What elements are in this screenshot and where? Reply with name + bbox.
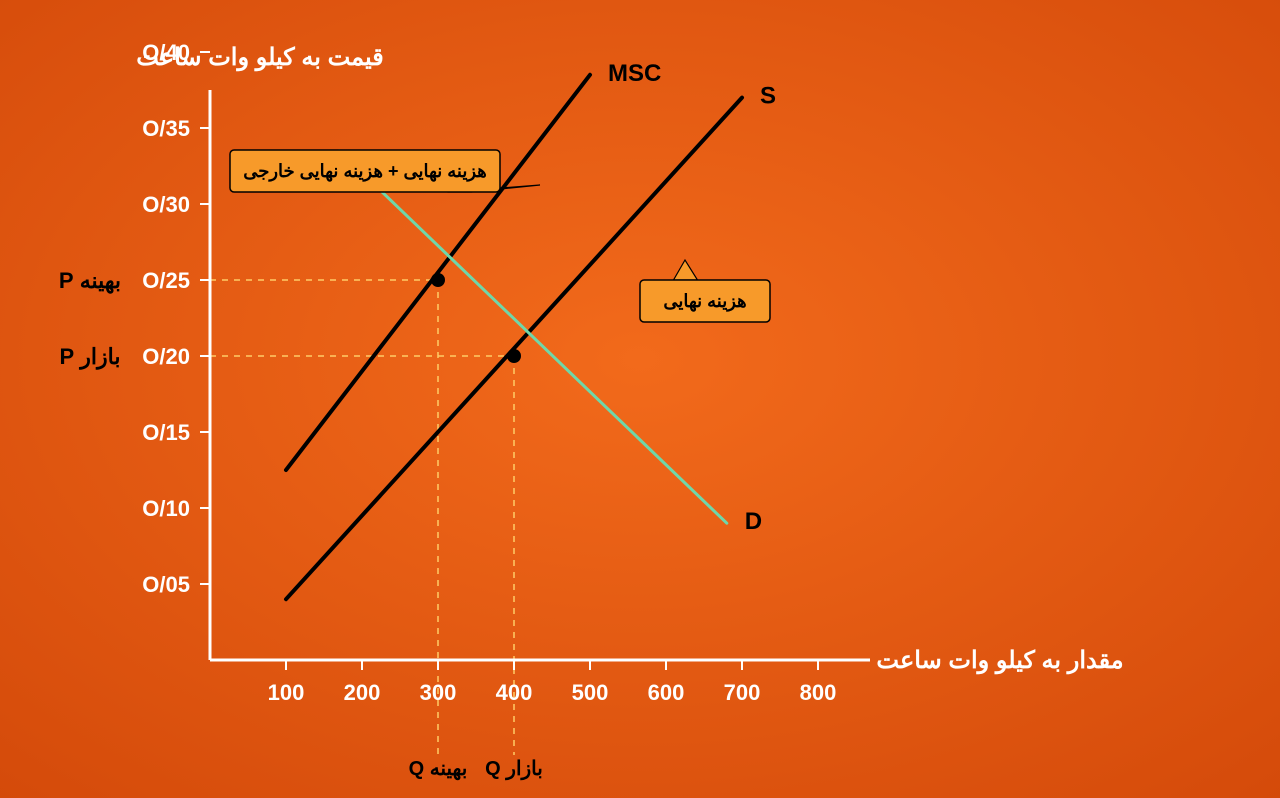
- x-tick-label: 700: [724, 680, 761, 705]
- point-optimal: [431, 273, 445, 287]
- x-tick-label: 300: [420, 680, 457, 705]
- y-tick-label: O/30: [142, 192, 190, 217]
- y-tick-label: O/05: [142, 572, 190, 597]
- x-tick-label: 400: [496, 680, 533, 705]
- q-label: بازار Q: [485, 758, 543, 781]
- x-tick-label: 200: [344, 680, 381, 705]
- x-axis-title: مقدار به کیلو وات ساعت: [876, 647, 1123, 675]
- y-tick-label: O/10: [142, 496, 190, 521]
- x-tick-label: 800: [800, 680, 837, 705]
- y-tick-label: O/25: [142, 268, 190, 293]
- x-tick-label: 500: [572, 680, 609, 705]
- y-tick-label: O/20: [142, 344, 190, 369]
- q-label: بهینه Q: [409, 758, 468, 781]
- series-label-D: D: [745, 508, 762, 535]
- point-market: [507, 349, 521, 363]
- y-tick-label: O/15: [142, 420, 190, 445]
- chart-svg: 100 200 300 400 500 600 700 800 O/05 O/10 O/15 O/20…: [0, 0, 1280, 798]
- series-label-MSC: MSC: [608, 60, 661, 87]
- x-tick-label: 600: [648, 680, 685, 705]
- s-callout-text: هزینه نهایی: [663, 291, 746, 312]
- background: [0, 0, 1280, 798]
- x-tick-label: 100: [268, 680, 305, 705]
- y-axis-title: قیمت به کیلو وات ساعت: [136, 44, 384, 72]
- p-label: بازار P: [60, 344, 121, 370]
- p-label: بهینه P: [59, 268, 121, 294]
- msc-callout-text: هزینه نهایی + هزینه نهایی خارجی: [243, 161, 487, 182]
- series-label-S: S: [760, 83, 776, 110]
- chart-stage: 100 200 300 400 500 600 700 800 O/05 O/10 O/15 O/20…: [0, 0, 1280, 798]
- y-tick-label: O/35: [142, 116, 190, 141]
